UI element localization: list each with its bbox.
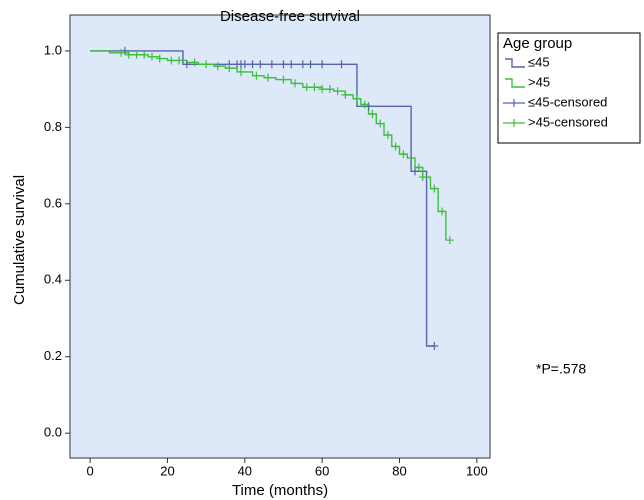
censor-mark	[430, 184, 439, 193]
censor-mark	[368, 109, 377, 118]
censor-mark	[155, 54, 164, 63]
censor-mark	[264, 73, 273, 82]
censor-mark	[267, 60, 276, 69]
censor-mark	[120, 46, 129, 55]
y-tick-label: 0.2	[44, 348, 62, 363]
censor-mark	[213, 62, 222, 71]
censor-mark	[279, 60, 288, 69]
plot-area	[69, 14, 491, 459]
legend-swatch	[505, 58, 525, 68]
y-tick-label: 0.4	[44, 272, 62, 287]
censor-mark	[147, 52, 156, 61]
censor-mark	[325, 85, 334, 94]
legend-label: ≤45	[528, 54, 550, 69]
legend-title: Age group	[503, 35, 572, 52]
censor-mark	[318, 85, 327, 94]
censor-mark	[318, 60, 327, 69]
y-tick-label: 0.6	[44, 195, 62, 210]
y-axis-label: Cumulative survival	[11, 175, 28, 305]
legend-box	[497, 32, 641, 144]
x-tick-label: 40	[238, 463, 252, 478]
censor-mark	[298, 60, 307, 69]
censor-mark	[333, 87, 342, 96]
censor-mark	[240, 60, 249, 69]
legend-swatch	[503, 99, 525, 107]
censor-mark	[202, 60, 211, 69]
censor-mark	[376, 119, 385, 128]
censor-mark	[252, 71, 261, 80]
y-tick-label: 0.0	[44, 425, 62, 440]
censor-mark	[337, 60, 346, 69]
censor-mark	[306, 60, 315, 69]
legend-label: >45-censored	[528, 114, 608, 129]
censor-mark	[360, 100, 369, 109]
censor-mark	[302, 83, 311, 92]
censor-mark	[291, 79, 300, 88]
survival-line	[90, 50, 435, 347]
censor-mark	[364, 102, 373, 111]
censor-mark	[310, 83, 319, 92]
y-tick-label: 0.8	[44, 119, 62, 134]
censor-mark	[190, 58, 199, 67]
censor-mark	[430, 342, 439, 351]
x-tick-label: 0	[86, 463, 93, 478]
censor-mark	[236, 67, 245, 76]
censor-mark	[225, 64, 234, 73]
censor-mark	[410, 167, 419, 176]
censor-mark	[117, 48, 126, 57]
censor-mark	[383, 131, 392, 140]
censor-mark	[438, 207, 447, 216]
legend-label: >45	[528, 74, 550, 89]
censor-mark	[341, 90, 350, 99]
x-tick-label: 80	[392, 463, 406, 478]
annotation: *P=.578	[536, 361, 586, 377]
chart-title: Disease-free survival	[220, 8, 360, 25]
x-tick-label: 100	[466, 463, 488, 478]
legend-swatch	[505, 78, 525, 88]
x-axis-label: Time (months)	[232, 482, 328, 499]
censor-mark	[175, 56, 184, 65]
censor-mark	[418, 173, 427, 182]
censor-mark	[391, 142, 400, 151]
legend-swatch	[503, 119, 525, 127]
censor-mark	[279, 75, 288, 84]
x-tick-label: 20	[160, 463, 174, 478]
censor-mark	[399, 150, 408, 159]
censor-mark	[352, 94, 361, 103]
censor-mark	[182, 60, 191, 69]
censor-mark	[124, 50, 133, 59]
censor-mark	[256, 60, 265, 69]
y-tick-label: 1.0	[44, 42, 62, 57]
censor-mark	[248, 60, 257, 69]
censor-mark	[132, 50, 141, 59]
censor-mark	[287, 60, 296, 69]
legend-label: ≤45-censored	[528, 94, 607, 109]
censor-mark	[167, 56, 176, 65]
x-tick-label: 60	[315, 463, 329, 478]
censor-mark	[140, 50, 149, 59]
censor-mark	[445, 236, 454, 245]
censor-mark	[414, 163, 423, 172]
